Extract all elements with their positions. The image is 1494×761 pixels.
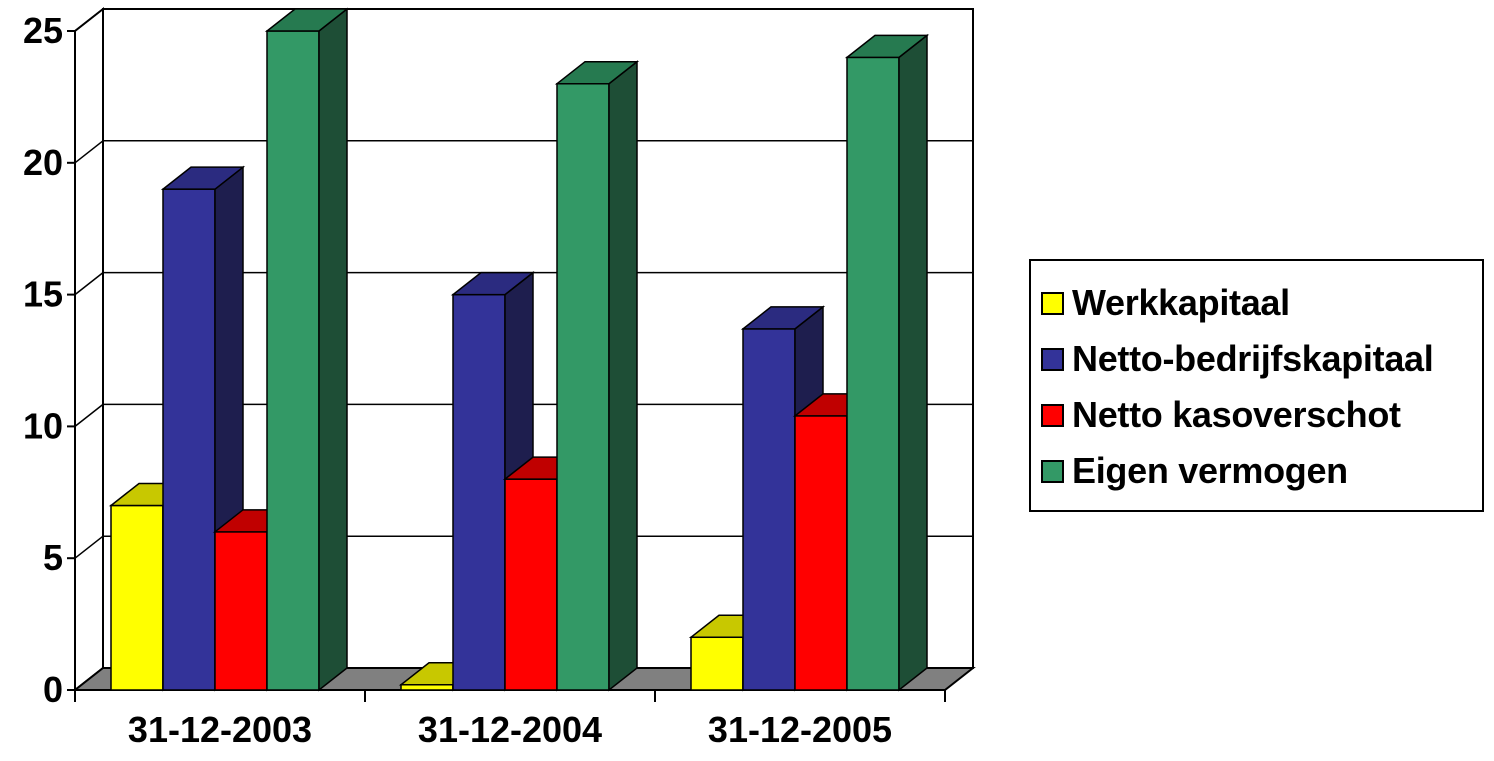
bar — [690, 636, 744, 691]
gridline-depth — [74, 8, 104, 32]
y-tick-label: 5 — [43, 537, 63, 578]
legend-swatch-netto-bedrijfskapitaal — [1041, 347, 1064, 371]
legend-item-netto-bedrijfskapitaal: Netto-bedrijfskapitaal — [1041, 338, 1434, 379]
y-tick-label: 20 — [23, 142, 63, 183]
gridline-depth — [74, 535, 104, 559]
legend-item-eigen-vermogen: Eigen vermogen — [1041, 450, 1348, 491]
bar-top — [450, 271, 536, 296]
bar — [162, 188, 216, 691]
legend-label: Eigen vermogen — [1072, 450, 1348, 491]
gridline-depth — [74, 140, 104, 164]
bar-side — [898, 33, 928, 692]
y-tick-label: 10 — [23, 405, 63, 446]
y-tick-label: 25 — [23, 10, 63, 51]
x-tick-label: 31-12-2004 — [418, 709, 602, 750]
gridline-depth — [74, 403, 104, 427]
bar — [504, 478, 558, 691]
legend-label: Netto-bedrijfskapitaal — [1072, 338, 1434, 379]
legend-label: Werkkapitaal — [1072, 282, 1290, 323]
bar-side — [318, 7, 348, 692]
bar — [400, 683, 454, 691]
legend-item-werkkapitaal: Werkkapitaal — [1041, 282, 1290, 323]
bar — [452, 293, 506, 691]
bar — [556, 82, 610, 691]
bar-top — [844, 34, 930, 59]
bar-top — [740, 306, 826, 330]
legend-swatch-werkkapitaal — [1041, 291, 1064, 315]
legend-label: Netto kasoverschot — [1072, 394, 1401, 435]
gridline-depth — [74, 272, 104, 296]
bar — [214, 531, 268, 691]
bar — [110, 504, 164, 691]
legend-swatch-netto-kasoverschot — [1041, 403, 1064, 427]
x-tick-label: 31-12-2005 — [708, 709, 892, 750]
bar-side — [608, 60, 638, 692]
bar — [794, 415, 848, 691]
x-tick-label: 31-12-2003 — [128, 709, 312, 750]
legend-swatch-eigen-vermogen — [1041, 459, 1064, 483]
bar-top — [264, 8, 350, 32]
bar — [742, 328, 796, 691]
y-tick-label: 15 — [23, 274, 63, 315]
legend-item-netto-kasoverschot: Netto kasoverschot — [1041, 394, 1401, 435]
y-tick-label: 0 — [43, 669, 63, 710]
bar — [266, 30, 320, 691]
bar — [846, 56, 900, 691]
plot-side-wall — [74, 6, 104, 693]
bar-top — [554, 60, 640, 85]
legend: Werkkapitaal Netto-bedrijfskapitaal Nett… — [1029, 259, 1484, 512]
bar-top — [160, 166, 246, 190]
